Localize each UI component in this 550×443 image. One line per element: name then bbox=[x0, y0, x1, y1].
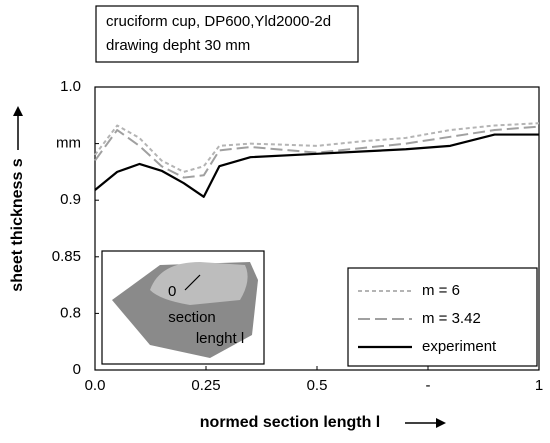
y-tick-label: 1.0 bbox=[60, 78, 81, 95]
series-line bbox=[94, 133, 539, 198]
legend-box bbox=[347, 267, 538, 367]
y-tick-label: mm bbox=[56, 135, 81, 152]
y-tick-label: 0.8 bbox=[60, 304, 81, 321]
x-tick-label: 0.5 bbox=[307, 377, 328, 394]
y-axis-label: sheet thickness s bbox=[9, 158, 26, 292]
x-tick-label: 0.25 bbox=[191, 377, 220, 394]
inset-label: section bbox=[168, 309, 216, 326]
chart-title: drawing depht 30 mm bbox=[106, 37, 250, 54]
x-axis-label: normed section length l bbox=[200, 414, 380, 431]
y-arrow bbox=[13, 106, 23, 150]
legend-label: experiment bbox=[422, 338, 497, 355]
legend-label: m = 6 bbox=[422, 282, 460, 299]
y-tick-label: 0.85 bbox=[52, 248, 81, 265]
x-tick-label: 1 bbox=[535, 377, 543, 394]
x-tick-label: 0.0 bbox=[85, 377, 106, 394]
series-line bbox=[94, 122, 540, 173]
y-tick-label: 0.9 bbox=[60, 191, 81, 208]
x-tick-label: - bbox=[426, 377, 431, 394]
y-tick-label: 0 bbox=[73, 361, 81, 378]
chart-title: cruciform cup, DP600,Yld2000-2d bbox=[106, 13, 331, 30]
series-line bbox=[94, 125, 540, 179]
title-box bbox=[95, 5, 359, 63]
legend-label: m = 3.42 bbox=[422, 310, 481, 327]
inset-label: 0 bbox=[168, 283, 176, 300]
x-arrow bbox=[405, 418, 446, 428]
inset bbox=[101, 250, 265, 365]
inset-label: lenght l bbox=[196, 330, 244, 347]
